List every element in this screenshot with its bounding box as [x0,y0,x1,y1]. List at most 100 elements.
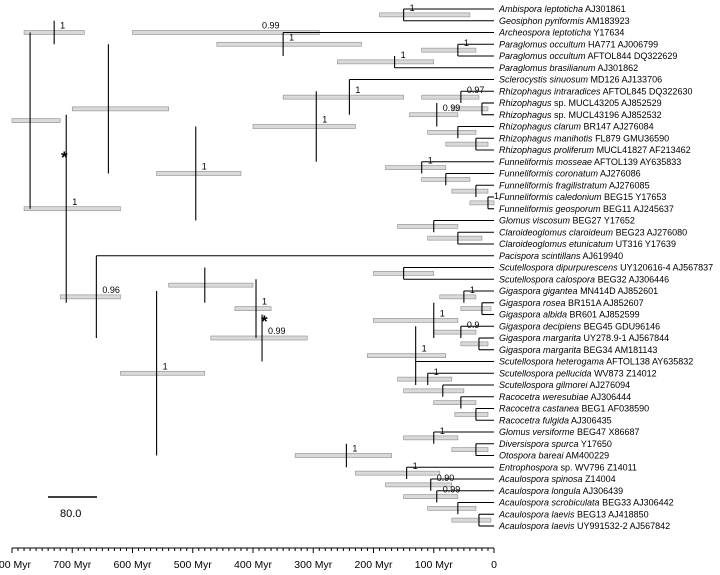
tip-species: Gigaspora margarita [499,333,581,343]
hpd-bar [294,453,392,458]
tip-label: Geosiphon pyriformis AM183923 [499,16,630,26]
tip-label: Glomus viscosum BEG27 Y17652 [499,216,635,226]
tip-accession: BEG34 AM181143 [581,345,657,355]
tip-species: Racocetra castanea [499,404,579,414]
support-value: 1 [322,115,327,125]
tip-species: Acaulospora laevis [498,509,575,519]
tip-label: Rhizophagus clarum BR147 AJ276084 [499,122,654,132]
tip-species: Funneliformis caledonium [499,192,602,202]
tip-accession: HA771 AJ006799 [586,39,659,49]
asterisk-gigasporaceae-marker: * [261,312,268,331]
tip-species: Rhizophagus [499,110,552,120]
tip-label: Rhizophagus manihotis FL879 GMU36590 [499,133,669,143]
tip-accession: MD126 AJ133706 [588,75,662,85]
axis-tick-label: 400 Myr [234,559,272,571]
hpd-bar [355,470,441,476]
hpd-bar [11,118,61,123]
tip-accession: AJ306435 [569,415,612,425]
tip-species: Claroideoglomus etunicatum [499,239,614,249]
branches [29,8,494,527]
tip-species: Paraglomus occultum [499,39,586,49]
hpd-bar [451,188,489,194]
tip-accession: BEG1 AF038590 [579,404,649,414]
tip-species: Paraglomus occultum [499,51,586,61]
hpd-bar [385,482,453,488]
axis-tick-label: 500 Myr [174,559,212,571]
tip-accession: BEG45 GDU96146 [581,321,660,331]
tip-species: Racocetra weresubiae [499,392,589,402]
axis-tick-label: 200 Myr [355,559,393,571]
axis-tick-label: 300 Myr [294,559,332,571]
tip-label: Acaulospora spinosa Z14004 [498,474,616,484]
tip-label: Scutellospora dipurpurescens UY120616-4 … [499,263,713,273]
hpd-bar [433,329,477,335]
support-value: 0.99 [262,21,280,31]
tip-accession: WV873 Z14012 [592,368,657,378]
hpd-bar [427,235,483,241]
tip-label: Funneliformis mosseae AFTOL139 AY635833 [499,157,681,167]
tip-accession: sp. WV796 Z14011 [558,462,637,472]
scale-bar: 80.0 [48,496,97,520]
tip-label: Scutellospora heterogama AFTOL138 AY6358… [499,357,693,367]
tip-accession: AJ301861 [583,4,626,14]
tip-species: Gigaspora albida [499,310,567,320]
tip-species: Claroideoglomus claroideum [499,227,614,237]
tip-accession: AJ619940 [581,251,624,261]
tip-label: Acaulospora scrobiculata BEG33 AJ306442 [498,498,674,508]
support-value: 1 [470,285,475,295]
tip-accession: Y17650 [579,439,612,449]
support-value: 1 [355,85,360,95]
tip-accession: MUCL41827 AF213462 [594,145,691,155]
hpd-bars [11,12,495,523]
tip-species: Scutellospora dipurpurescens [499,263,618,273]
tip-label: Gigaspora margarita BEG34 AM181143 [499,345,657,355]
tip-label: Paraglomus brasilianum AJ301862 [499,63,638,73]
hpd-bar [23,206,121,212]
tip-accession: AJ306439 [581,486,624,496]
tip-species: Otospora bareai [499,451,565,461]
hpd-bar [454,412,489,417]
tip-label: Rhizophagus proliferum MUCL41827 AF21346… [499,145,691,155]
support-value: 1 [262,297,267,307]
tip-accession: AJ306444 [589,392,632,402]
tip-accession: AFTOL845 DQ322630 [601,86,693,96]
support-value: 1 [494,191,499,201]
tip-accession: BR151A AJ852607 [566,298,644,308]
tip-label: Rhizophagus intraradices AFTOL845 DQ3226… [499,86,692,96]
tip-species: Gigaspora gigantea [499,286,578,296]
axis-tick-label: 800 Myr [0,559,31,571]
tip-labels: Ambispora leptoticha AJ301861 Geosiphon p… [498,4,713,531]
hpd-bar [451,106,489,112]
hpd-bar [445,141,489,147]
tip-species: Racocetra fulgida [499,415,569,425]
tip-species: Gigaspora decipiens [499,321,582,331]
tip-label: Rhizophagus sp. MUCL43196 AJ852532 [499,110,662,120]
tip-species: Ambispora leptoticha [498,4,583,14]
tip-accession: UY278.9-1 AJ567844 [581,333,669,343]
tip-species: Pacispora scintillans [499,251,581,261]
tip-accession: BEG33 AJ306442 [600,498,674,508]
hpd-bar [469,200,495,206]
tip-accession: BEG11 AJ245637 [601,204,674,214]
tip-species: Diversispora spurca [499,439,579,449]
tip-accession: AM183923 [584,16,630,26]
tip-label: Archeospora leptoticha Y17634 [498,28,624,38]
tip-label: Gigaspora decipiens BEG45 GDU96146 [499,321,660,331]
tip-accession: AFTOL138 AY635832 [604,357,693,367]
hpd-bar [210,335,308,341]
tip-label: Funneliformis coronatum AJ276086 [499,169,641,179]
scale-bar-label: 80.0 [60,508,81,520]
tip-label: Funneliformis geosporum BEG11 AJ245637 [499,204,674,214]
tip-accession: FL879 GMU36590 [593,133,670,143]
support-value: 1 [440,308,445,318]
hpd-bar [234,306,272,311]
support-value: 0.99 [443,103,461,113]
hpd-bar [379,12,471,18]
tip-species: Acaulospora longula [498,486,581,496]
tip-label: Otospora bareai AM400229 [499,451,609,461]
axis-tick-label: 700 Myr [53,559,91,571]
hpd-bar [403,435,459,441]
tip-label: Racocetra weresubiae AJ306444 [499,392,631,402]
hpd-bar [460,306,492,311]
tip-species: Scutellospora heterogama [499,357,604,367]
